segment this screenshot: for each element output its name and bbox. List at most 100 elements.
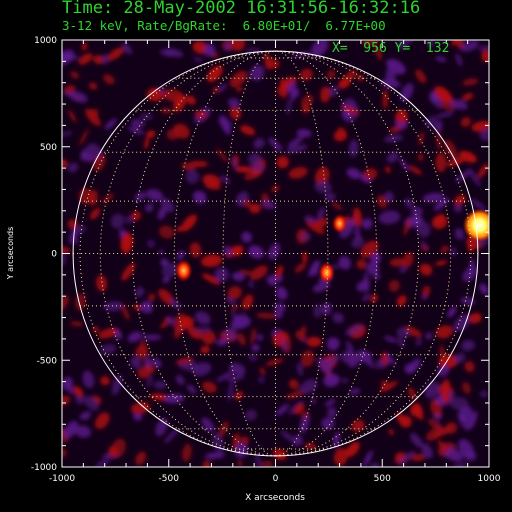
emission-blob xyxy=(471,120,489,132)
emission-blob xyxy=(427,418,444,431)
y-tick-label: 1000 xyxy=(34,36,57,46)
background-blob xyxy=(224,41,231,52)
background-blob xyxy=(386,151,399,163)
emission-blob xyxy=(434,260,448,266)
emission-blob xyxy=(146,130,156,139)
emission-blob xyxy=(249,203,261,214)
background-blob xyxy=(275,403,290,416)
emission-blob xyxy=(295,330,306,341)
emission-blob xyxy=(120,232,134,254)
emission-blob xyxy=(178,315,194,330)
background-blob xyxy=(370,462,380,467)
background-blob xyxy=(215,370,235,382)
background-blob xyxy=(232,312,241,324)
background-blob xyxy=(348,139,359,158)
emission-blob xyxy=(442,394,451,403)
emission-blob xyxy=(62,295,69,312)
background-blob xyxy=(434,120,443,132)
emission-blob xyxy=(302,251,308,263)
emission-blob xyxy=(237,333,246,346)
emission-blob xyxy=(235,87,243,92)
emission-blob xyxy=(403,218,411,236)
emission-blob xyxy=(62,448,68,458)
background-blob xyxy=(363,450,373,467)
background-blob xyxy=(62,54,79,61)
background-blob xyxy=(169,298,182,310)
emission-blob xyxy=(227,286,242,300)
emission-blob xyxy=(81,42,88,51)
emission-blob xyxy=(231,108,242,120)
emission-blob xyxy=(271,185,280,193)
background-blob xyxy=(410,433,423,448)
background-blob xyxy=(477,45,489,51)
emission-blob xyxy=(314,217,328,229)
emission-blob xyxy=(382,89,388,110)
emission-blob xyxy=(356,259,367,270)
x-tick-label: 500 xyxy=(374,474,391,484)
emission-blob xyxy=(189,242,202,258)
background-blob xyxy=(280,337,288,352)
background-blob xyxy=(455,53,463,67)
emission-blob xyxy=(440,245,449,254)
emission-blob xyxy=(130,401,151,414)
emission-blob xyxy=(280,77,286,100)
emission-blob xyxy=(131,210,141,221)
emission-blob xyxy=(96,275,107,292)
background-blob xyxy=(261,200,277,210)
background-blob xyxy=(332,312,344,324)
background-blob xyxy=(192,190,207,204)
emission-blob xyxy=(103,73,115,85)
background-blob xyxy=(397,451,415,465)
emission-blob xyxy=(93,55,104,65)
background-blob xyxy=(194,327,212,333)
background-blob xyxy=(248,280,254,289)
emission-blob xyxy=(237,460,243,467)
emission-blob xyxy=(327,69,336,79)
background-blob xyxy=(153,357,162,369)
background-blob xyxy=(274,308,283,319)
background-blob xyxy=(468,410,478,429)
emission-blob xyxy=(218,420,229,438)
emission-blob xyxy=(388,428,394,436)
emission-blob xyxy=(437,439,449,454)
background-blob xyxy=(140,300,153,314)
emission-blob xyxy=(200,254,223,267)
background-blob xyxy=(384,191,394,203)
background-blob xyxy=(450,397,469,411)
emission-blob xyxy=(194,110,208,119)
emission-blob xyxy=(121,304,130,321)
emission-blob xyxy=(314,166,330,186)
background-blob xyxy=(258,376,265,384)
emission-blob xyxy=(356,74,365,82)
emission-blob xyxy=(202,174,221,189)
emission-blob xyxy=(434,426,454,438)
background-blob xyxy=(175,374,185,386)
background-blob xyxy=(195,311,211,325)
background-blob xyxy=(480,390,488,398)
emission-blob xyxy=(78,53,93,65)
background-blob xyxy=(204,452,226,459)
background-blob xyxy=(62,131,74,137)
background-blob xyxy=(185,169,200,184)
emission-blob xyxy=(285,390,305,399)
emission-blob xyxy=(250,327,256,345)
background-blob xyxy=(435,111,455,118)
background-blob xyxy=(79,411,92,421)
background-blob xyxy=(351,236,364,249)
emission-blob xyxy=(212,86,220,94)
emission-blob xyxy=(205,184,222,191)
emission-blob xyxy=(88,82,98,90)
background-blob xyxy=(300,231,311,242)
background-blob xyxy=(162,276,171,284)
background-blob xyxy=(411,215,424,227)
background-blob xyxy=(400,82,414,103)
emission-blob xyxy=(250,265,268,280)
background-blob xyxy=(122,42,132,55)
background-blob xyxy=(229,362,246,375)
emission-blob xyxy=(148,293,156,301)
emission-blob xyxy=(333,448,348,466)
background-blob xyxy=(256,334,264,341)
emission-blob xyxy=(395,109,408,124)
background-blob xyxy=(153,380,167,390)
emission-blob xyxy=(166,128,179,141)
